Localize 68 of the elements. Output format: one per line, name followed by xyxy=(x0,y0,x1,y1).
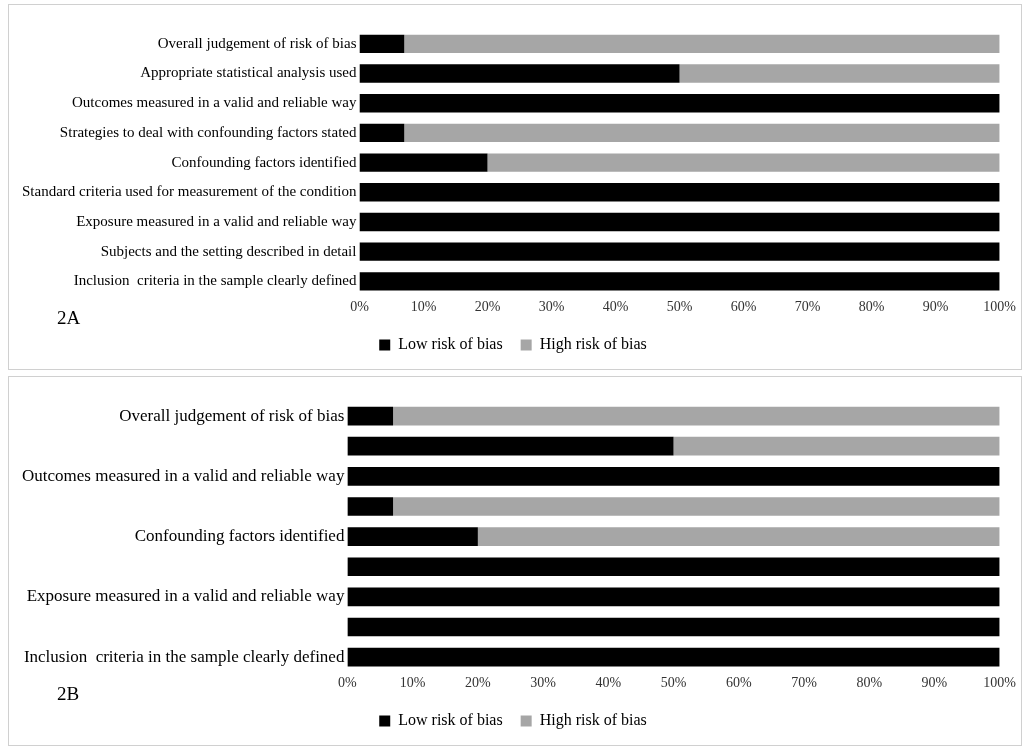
bar xyxy=(359,153,488,172)
bar xyxy=(347,466,1000,486)
bar xyxy=(347,406,394,426)
legend-label: High risk of bias xyxy=(539,711,647,730)
y-tick-label: Appropriate statistical analysis used xyxy=(140,64,357,81)
legend-label: Low risk of bias xyxy=(398,711,503,729)
x-tick-label: 20% xyxy=(474,299,501,315)
bar xyxy=(359,123,405,143)
y-tick-label: Exposure measured in a valid and reliable way xyxy=(26,586,345,606)
x-tick-label: 50% xyxy=(666,299,693,315)
x-tick-label: 90% xyxy=(921,675,948,691)
bar xyxy=(487,153,1000,172)
x-tick-label: 30% xyxy=(530,675,557,691)
bar xyxy=(673,436,1000,456)
x-tick-label: 40% xyxy=(602,299,629,315)
text: 2A xyxy=(57,306,81,328)
x-tick-label: 50% xyxy=(660,675,687,691)
bar xyxy=(347,497,394,516)
y-tick-label: Outcomes measured in a valid and reliable way xyxy=(21,465,345,485)
y-tick-label: Inclusion criteria in the sample clearly defined xyxy=(73,272,357,289)
x-tick-label: 0% xyxy=(350,299,370,315)
bar xyxy=(359,64,680,83)
x-tick-label: 20% xyxy=(465,675,492,691)
bar xyxy=(477,527,1000,546)
legend-label: Low risk of bias xyxy=(398,335,503,353)
x-tick-label: 10% xyxy=(410,299,437,315)
y-tick-label: Inclusion criteria in the sample clearly defined xyxy=(23,646,345,666)
bar xyxy=(404,123,1000,143)
bar xyxy=(347,557,1000,577)
x-tick-label: 30% xyxy=(538,299,565,315)
x-tick-label: 60% xyxy=(730,299,757,315)
bar xyxy=(359,34,405,54)
y-tick-label: Outcomes measured in a valid and reliable way xyxy=(71,94,357,111)
x-tick-label: 40% xyxy=(595,675,622,691)
y-tick-label: Exposure measured in a valid and reliable way xyxy=(76,212,357,229)
y-tick-label: Standard criteria used for measurement of the condition xyxy=(22,183,357,200)
x-tick-label: 0% xyxy=(338,675,358,691)
x-tick-label: 90% xyxy=(922,299,949,315)
y-tick-label: Strategies to deal with confounding factors stated xyxy=(59,123,357,140)
bar xyxy=(359,94,1000,113)
bar xyxy=(347,617,1000,637)
bar xyxy=(347,436,674,456)
bar xyxy=(359,242,1000,261)
x-tick-label: 70% xyxy=(791,675,818,691)
bar xyxy=(359,212,1000,232)
x-tick-label: 10% xyxy=(399,675,426,691)
y-tick-label: Overall judgement of risk of bias xyxy=(119,405,345,425)
legend-label: High risk of bias xyxy=(539,335,647,354)
y-tick-label: Confounding factors identified xyxy=(134,526,345,546)
y-tick-label: Confounding factors identified xyxy=(171,153,357,170)
x-tick-label: 80% xyxy=(858,299,885,315)
x-tick-label: 70% xyxy=(794,299,821,315)
bar xyxy=(393,406,1000,426)
bar xyxy=(347,527,478,546)
bar xyxy=(393,497,1000,516)
y-tick-label: Overall judgement of risk of bias xyxy=(157,34,357,51)
bar xyxy=(404,34,1000,54)
x-tick-label: 60% xyxy=(725,675,752,691)
x-tick-label: 100% xyxy=(983,675,1017,691)
bar xyxy=(679,64,1000,83)
bar xyxy=(359,183,1000,202)
y-tick-label: Subjects and the setting described in detail xyxy=(100,242,357,259)
x-tick-label: 100% xyxy=(983,299,1017,315)
bar xyxy=(347,587,1000,607)
bar xyxy=(359,272,1000,291)
text: 2B xyxy=(57,682,80,704)
x-tick-label: 80% xyxy=(856,675,883,691)
bar xyxy=(347,647,1000,667)
